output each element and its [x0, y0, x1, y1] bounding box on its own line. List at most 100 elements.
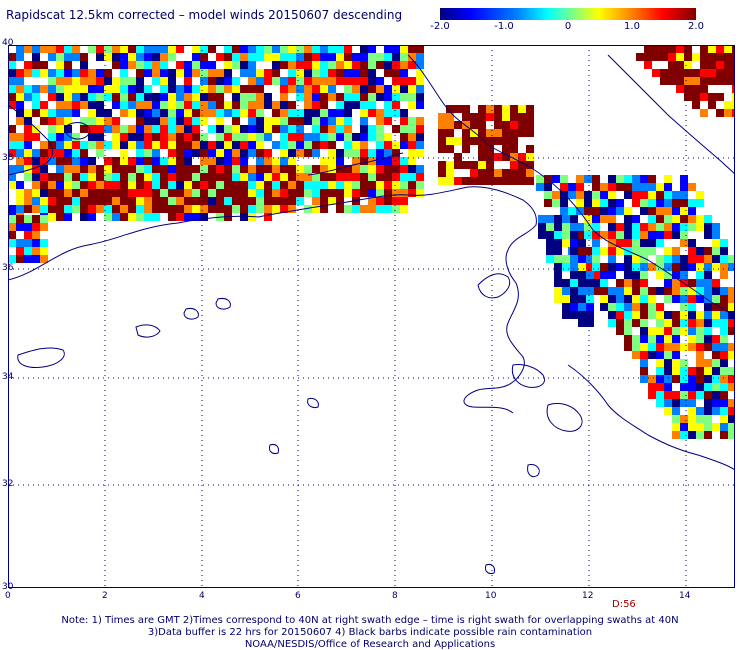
wind-cell	[392, 157, 400, 165]
wind-cell	[616, 231, 624, 239]
wind-cell	[8, 69, 16, 77]
wind-cell	[200, 69, 208, 77]
wind-cell	[624, 287, 632, 295]
wind-cell	[696, 343, 704, 351]
wind-cell	[640, 239, 648, 247]
wind-cell	[368, 109, 376, 117]
wind-cell	[8, 173, 16, 181]
wind-cell	[248, 205, 256, 213]
wind-cell	[664, 247, 672, 255]
wind-cell	[320, 53, 328, 61]
wind-cell	[336, 205, 344, 213]
wind-cell	[248, 45, 256, 53]
wind-cell	[264, 125, 272, 133]
wind-cell	[128, 93, 136, 101]
wind-cell	[240, 61, 248, 69]
wind-cell	[664, 343, 672, 351]
wind-cell	[112, 189, 120, 197]
wind-cell	[192, 181, 200, 189]
wind-cell	[352, 205, 360, 213]
wind-cell	[176, 133, 184, 141]
wind-cell	[256, 85, 264, 93]
wind-cell	[56, 61, 64, 69]
wind-cell	[546, 247, 554, 255]
wind-cell	[656, 223, 664, 231]
wind-cell	[320, 45, 328, 53]
wind-cell	[656, 367, 664, 375]
wind-cell	[24, 255, 32, 263]
wind-cell	[256, 141, 264, 149]
wind-cell	[336, 93, 344, 101]
wind-cell	[478, 137, 486, 145]
wind-cell	[168, 165, 176, 173]
wind-cell	[288, 53, 296, 61]
wind-cell	[728, 295, 735, 303]
wind-cell	[648, 247, 656, 255]
wind-cell	[616, 311, 624, 319]
wind-cell	[104, 69, 112, 77]
wind-cell	[176, 45, 184, 53]
wind-cell	[672, 279, 680, 287]
wind-cell	[652, 53, 660, 61]
wind-cell	[288, 133, 296, 141]
wind-cell	[320, 197, 328, 205]
wind-cell	[384, 165, 392, 173]
wind-cell	[600, 295, 608, 303]
wind-cell	[384, 205, 392, 213]
wind-cell	[344, 61, 352, 69]
wind-cell	[624, 263, 632, 271]
wind-cell	[8, 61, 16, 69]
wind-cell	[48, 189, 56, 197]
wind-cell	[656, 255, 664, 263]
wind-cell	[264, 157, 272, 165]
wind-cell	[136, 149, 144, 157]
wind-cell	[152, 61, 160, 69]
wind-cell	[478, 161, 486, 169]
wind-cell	[688, 199, 696, 207]
wind-cell	[176, 85, 184, 93]
wind-cell	[176, 173, 184, 181]
wind-cell	[344, 173, 352, 181]
wind-cell	[280, 197, 288, 205]
wind-cell	[416, 181, 424, 189]
wind-cell	[680, 311, 688, 319]
wind-cell	[352, 173, 360, 181]
wind-cell	[16, 149, 24, 157]
wind-cell	[344, 69, 352, 77]
wind-cell	[570, 295, 578, 303]
wind-cell	[562, 223, 570, 231]
wind-cell	[200, 165, 208, 173]
wind-cell	[272, 141, 280, 149]
wind-cell	[112, 85, 120, 93]
wind-cell	[578, 295, 586, 303]
wind-cell	[416, 101, 424, 109]
wind-cell	[664, 191, 672, 199]
wind-cell	[392, 197, 400, 205]
wind-cell	[96, 69, 104, 77]
wind-cell	[120, 181, 128, 189]
wind-cell	[168, 125, 176, 133]
wind-cell	[586, 295, 594, 303]
wind-cell	[526, 153, 534, 161]
wind-cell	[344, 77, 352, 85]
wind-cell	[288, 125, 296, 133]
wind-cell	[716, 93, 724, 101]
wind-cell	[104, 53, 112, 61]
wind-cell	[478, 105, 486, 113]
wind-cell	[656, 335, 664, 343]
wind-cell	[112, 205, 120, 213]
wind-cell	[486, 153, 494, 161]
wind-cell	[312, 141, 320, 149]
wind-cell	[128, 77, 136, 85]
wind-cell	[72, 93, 80, 101]
wind-cell	[240, 197, 248, 205]
wind-cell	[352, 189, 360, 197]
wind-cell	[376, 93, 384, 101]
adriatic-coast	[607, 54, 735, 176]
wind-cell	[478, 177, 486, 185]
wind-cell	[88, 93, 96, 101]
wind-cell	[168, 197, 176, 205]
wind-cell	[216, 109, 224, 117]
wind-cell	[336, 165, 344, 173]
wind-cell	[336, 133, 344, 141]
